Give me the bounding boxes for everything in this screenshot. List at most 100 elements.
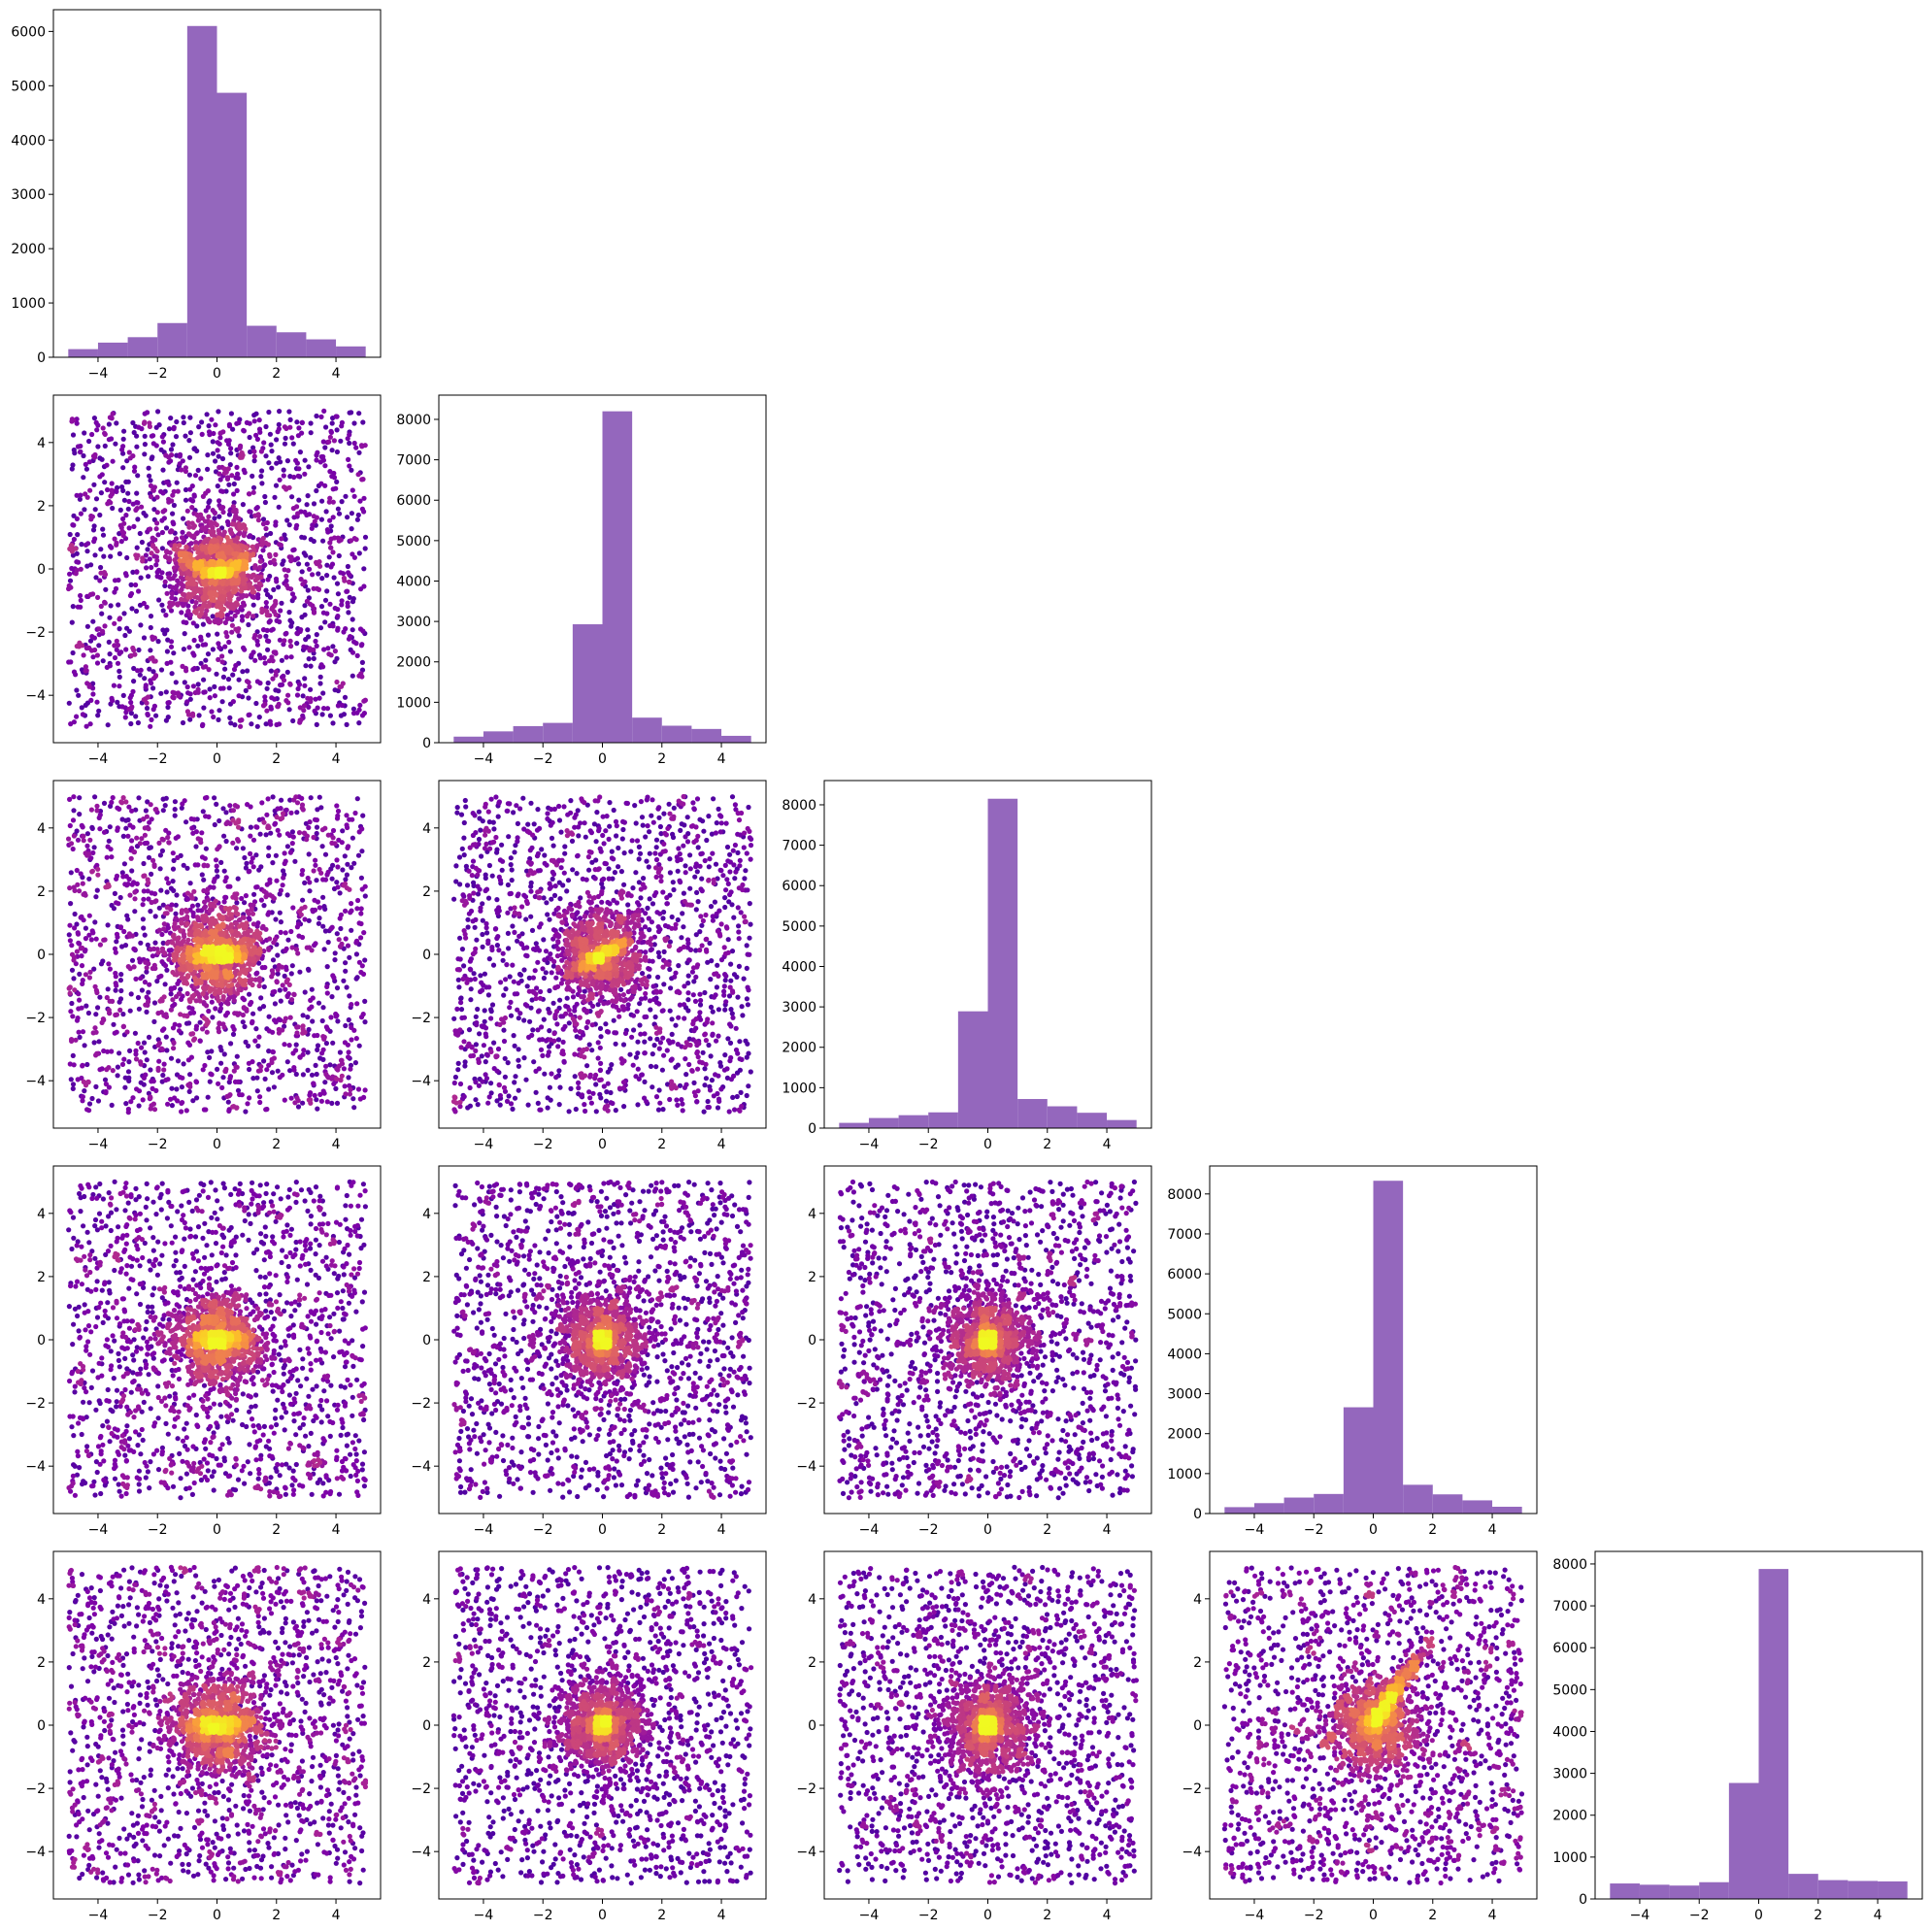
scatter-point [339, 602, 344, 607]
histogram-bar [128, 337, 158, 357]
histogram-bar [1462, 1500, 1492, 1514]
scatter-point [169, 1056, 174, 1061]
scatter-point [153, 807, 158, 812]
scatter-point [123, 826, 128, 831]
scatter-point [117, 675, 122, 680]
scatter-point [190, 896, 195, 901]
scatter-point [321, 647, 326, 651]
scatter-point [100, 958, 105, 963]
scatter-point [122, 1085, 127, 1090]
scatter-point [131, 524, 136, 529]
scatter-point [207, 498, 212, 503]
scatter-point [343, 1023, 348, 1028]
scatter-point [360, 886, 365, 891]
scatter-point [213, 877, 217, 882]
scatter-point [151, 1079, 156, 1083]
scatter-point [102, 431, 107, 436]
scatter-point [171, 519, 176, 524]
scatter-point [352, 555, 357, 560]
scatter-point [259, 800, 264, 805]
scatter-point [339, 1058, 344, 1063]
scatter-point [124, 573, 129, 578]
scatter-point [269, 443, 274, 448]
scatter-point [70, 620, 75, 625]
scatter-point [268, 831, 273, 836]
scatter-point [351, 861, 356, 866]
scatter-point [224, 839, 229, 844]
scatter-point [307, 656, 312, 661]
scatter-point [264, 832, 269, 837]
scatter-point [331, 835, 336, 840]
scatter-point [114, 586, 118, 591]
scatter-point [129, 809, 134, 814]
scatter-point [279, 919, 283, 924]
scatter-point [126, 499, 131, 504]
scatter-point [67, 885, 72, 890]
scatter-point [141, 897, 146, 902]
scatter-point [89, 825, 94, 830]
scatter-point [294, 1030, 299, 1035]
scatter-point [214, 899, 218, 904]
scatter-point [86, 1011, 91, 1015]
scatter-point [257, 979, 262, 983]
scatter-point [234, 896, 239, 901]
scatter-point [270, 860, 275, 865]
scatter-point [335, 931, 340, 936]
scatter-point [325, 964, 330, 969]
scatter-point [283, 442, 287, 447]
scatter-point [269, 607, 274, 612]
scatter-point [169, 595, 174, 600]
scatter-point [321, 409, 326, 414]
scatter-point [363, 1087, 368, 1092]
scatter-point [335, 582, 340, 586]
scatter-point [191, 1038, 196, 1043]
scatter-point [222, 899, 227, 904]
scatter-point [351, 1105, 356, 1110]
histogram-bar [483, 731, 514, 743]
scatter-point [71, 1053, 76, 1058]
scatter-point [178, 1012, 183, 1016]
scatter-point [203, 814, 208, 818]
scatter-point [150, 454, 154, 459]
scatter-point [92, 1040, 97, 1045]
scatter-point [98, 547, 103, 551]
scatter-point [279, 543, 283, 548]
scatter-point [86, 439, 91, 444]
scatter-point [309, 420, 314, 425]
scatter-point [129, 591, 134, 596]
scatter-point [325, 527, 330, 532]
scatter-point [211, 715, 216, 719]
scatter-point [271, 1049, 276, 1054]
scatter-point [160, 530, 165, 535]
scatter-point [328, 435, 333, 440]
scatter-point [196, 836, 201, 841]
scatter-point [339, 942, 344, 947]
scatter-point [312, 898, 316, 903]
scatter-point [348, 1087, 352, 1092]
scatter-point [115, 806, 119, 811]
scatter-point [207, 429, 212, 434]
scatter-point [182, 619, 186, 624]
scatter-point [103, 444, 108, 449]
scatter-point [92, 536, 97, 541]
scatter-point [363, 546, 368, 550]
scatter-point [143, 980, 148, 984]
scatter-point [199, 830, 204, 835]
scatter-point [95, 1005, 100, 1010]
scatter-point [213, 693, 217, 698]
scatter-point [151, 1019, 156, 1024]
scatter-point [223, 630, 228, 635]
scatter-point [302, 676, 307, 681]
histogram-bar [157, 323, 187, 357]
scatter-point [156, 841, 161, 846]
scatter-point [259, 543, 264, 548]
hist-3-3-ytick-label: 7000 [1167, 1227, 1202, 1243]
scatter-point [307, 1092, 312, 1097]
scatter-point [284, 654, 289, 659]
scatter-point [89, 634, 94, 639]
scatter-point [101, 1016, 106, 1021]
scatter-point [280, 658, 284, 663]
scatter-point [96, 1039, 101, 1044]
scatter-point [233, 580, 238, 584]
scatter-point [233, 516, 238, 520]
